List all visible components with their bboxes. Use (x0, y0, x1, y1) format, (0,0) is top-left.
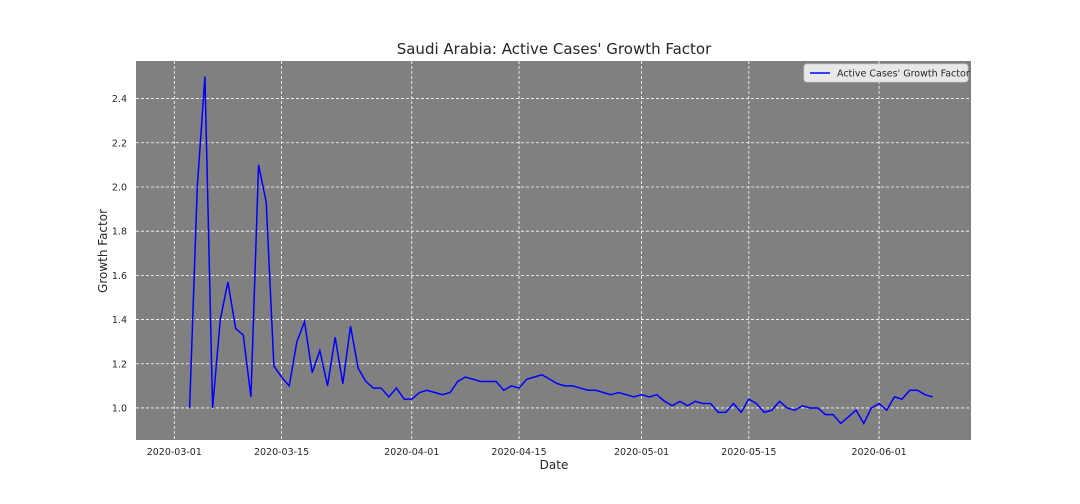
y-axis-label: Growth Factor (96, 209, 110, 293)
legend-label: Active Cases' Growth Factor (837, 69, 970, 80)
y-tick-label: 1.2 (112, 359, 127, 370)
x-tick-label: 2020-04-01 (384, 447, 439, 458)
y-tick-label: 2.4 (112, 94, 127, 105)
plot-area (136, 61, 971, 440)
legend: Active Cases' Growth Factor (803, 63, 970, 83)
legend-box (803, 63, 969, 83)
y-tick-label: 1.0 (112, 403, 127, 414)
y-tick-label: 2.2 (112, 138, 127, 149)
chart-title: Saudi Arabia: Active Cases' Growth Facto… (397, 40, 712, 58)
x-axis-label: Date (540, 458, 569, 472)
series-line-active-cases-growth-factor (188, 76, 933, 426)
x-tick-label: 2020-05-15 (721, 447, 776, 458)
y-tick-label: 2.0 (112, 182, 127, 193)
x-tick-label: 2020-03-15 (254, 447, 309, 458)
y-tick-label: 1.8 (112, 227, 127, 238)
x-tick-label: 2020-06-01 (851, 447, 906, 458)
axis-ticks: 2020-03-01 2020-03-15 2020-04-01 2020-04-15… (112, 94, 907, 458)
x-tick-label: 2020-05-01 (614, 447, 669, 458)
y-tick-label: 1.6 (112, 271, 127, 282)
x-tick-label: 2020-03-01 (147, 447, 202, 458)
x-tick-label: 2020-04-15 (491, 447, 546, 458)
y-tick-label: 1.4 (112, 315, 127, 326)
gridlines (136, 61, 971, 440)
